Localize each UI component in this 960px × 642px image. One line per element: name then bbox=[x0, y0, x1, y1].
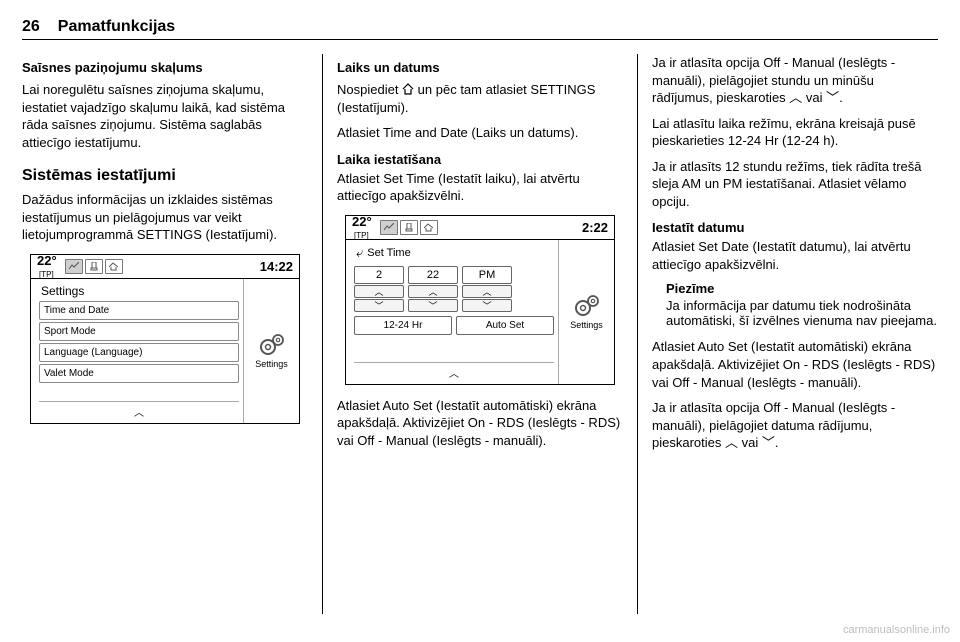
list-item[interactable]: Language (Language) bbox=[39, 343, 239, 362]
col3-para-6: Ja ir atlasīta opcija Off - Manual (Iesl… bbox=[652, 399, 938, 452]
shot1-topbar: 22° [TP] 14:22 bbox=[31, 255, 299, 279]
ampm-up[interactable]: ︿ bbox=[462, 285, 512, 298]
page-header: 26 Pamatfunkcijas bbox=[22, 18, 938, 40]
col3-para-2: Lai atlasītu laika režīmu, ekrāna kreisa… bbox=[652, 115, 938, 150]
minute-up[interactable]: ︿ bbox=[408, 285, 458, 298]
col3-p1-b: . bbox=[839, 90, 843, 105]
settings-icon-button[interactable]: Settings bbox=[570, 294, 603, 330]
shot2-chevron-up[interactable]: ︿ bbox=[354, 362, 554, 382]
col3-para-1: Ja ir atlasīta opcija Off - Manual (Iesl… bbox=[652, 54, 938, 107]
shot2-left: ⤶ Set Time 2 ︿ ﹀ bbox=[346, 240, 558, 384]
tab-icon-3[interactable] bbox=[420, 220, 438, 235]
shot1-top-icons bbox=[65, 259, 123, 274]
shot2-top-icons bbox=[380, 220, 438, 235]
column-3: Ja ir atlasīta opcija Off - Manual (Iesl… bbox=[638, 54, 938, 614]
tab-icon-2[interactable] bbox=[85, 259, 103, 274]
hour-value: 2 bbox=[354, 266, 404, 284]
col1-para-2: Dažādus informācijas un izklaides sistēm… bbox=[22, 191, 308, 244]
gear-icon bbox=[258, 333, 286, 357]
tab-icon-2[interactable] bbox=[400, 220, 418, 235]
col3-p1-mid: vai bbox=[802, 90, 826, 105]
ampm-down[interactable]: ﹀ bbox=[462, 299, 512, 312]
gear-icon bbox=[573, 294, 601, 318]
tab-icon-1[interactable] bbox=[65, 259, 83, 274]
note-block: Piezīme Ja informācija par datumu tiek n… bbox=[652, 281, 938, 328]
shot1-title: Settings bbox=[41, 284, 239, 298]
list-item[interactable]: Time and Date bbox=[39, 301, 239, 320]
spinner-row: 2 ︿ ﹀ 22 ︿ ﹀ bbox=[354, 266, 554, 312]
set-time-title-row: ⤶ Set Time bbox=[356, 245, 554, 261]
col2-heading-1: Laiks un datums bbox=[337, 60, 623, 75]
hour-down[interactable]: ﹀ bbox=[354, 299, 404, 312]
shot1-right: Settings bbox=[243, 279, 299, 423]
ampm-spinner: PM ︿ ﹀ bbox=[462, 266, 512, 312]
shot2-topbar: 22° [TP] 2:22 bbox=[346, 216, 614, 240]
watermark: carmanualsonline.info bbox=[843, 624, 950, 636]
minute-spinner: 22 ︿ ﹀ bbox=[408, 266, 458, 312]
col3-para-4: Atlasiet Set Date (Iestatīt datumu), lai… bbox=[652, 238, 938, 273]
col3-p6-b: . bbox=[775, 435, 779, 450]
column-2: Laiks un datums Nospiediet un pēc tam at… bbox=[323, 54, 637, 614]
col2-para-1: Nospiediet un pēc tam atlasiet SETTINGS … bbox=[337, 81, 623, 116]
shot1-temp: 22° bbox=[37, 253, 57, 268]
col3-heading-1: Iestatīt datumu bbox=[652, 220, 938, 235]
back-icon[interactable]: ⤶ bbox=[356, 245, 363, 261]
note-body: Ja informācija par datumu tiek nodrošinā… bbox=[666, 298, 938, 328]
shot2-right: Settings bbox=[558, 240, 614, 384]
col2-subheading-1: Laika iestatīšana bbox=[337, 152, 623, 167]
format-12-24[interactable]: 12-24 Hr bbox=[354, 316, 452, 335]
screenshot-settings: 22° [TP] 14:22 bbox=[30, 254, 300, 424]
list-item[interactable]: Sport Mode bbox=[39, 322, 239, 341]
shot1-left: Settings Time and Date Sport Mode Langua… bbox=[31, 279, 243, 423]
page-number: 26 bbox=[22, 18, 40, 36]
chevron-down-icon: ﹀ bbox=[826, 89, 839, 107]
shot1-clock: 14:22 bbox=[260, 259, 293, 274]
col1-para-1: Lai noregulētu saīsnes ziņojuma skaļumu,… bbox=[22, 81, 308, 151]
tab-icon-1[interactable] bbox=[380, 220, 398, 235]
shot2-clock: 2:22 bbox=[582, 220, 608, 235]
page: 26 Pamatfunkcijas Saīsnes paziņojumu ska… bbox=[0, 0, 960, 642]
col2-para-4: Atlasiet Auto Set (Iestatīt automātiski)… bbox=[337, 397, 623, 450]
home-icon bbox=[402, 83, 414, 95]
shot1-list: Time and Date Sport Mode Language (Langu… bbox=[39, 301, 239, 383]
col2-para-2: Atlasiet Time and Date (Laiks un datums)… bbox=[337, 124, 623, 142]
chevron-down-icon: ﹀ bbox=[762, 434, 775, 452]
col3-para-3: Ja ir atlasīts 12 stundu režīms, tiek rā… bbox=[652, 158, 938, 211]
minute-value: 22 bbox=[408, 266, 458, 284]
shot2-temp: 22° bbox=[352, 214, 372, 229]
settings-icon-button[interactable]: Settings bbox=[255, 333, 288, 369]
col2-para-3: Atlasiet Set Time (Iestatīt laiku), lai … bbox=[337, 170, 623, 205]
shot1-settings-label: Settings bbox=[255, 359, 288, 369]
ampm-value: PM bbox=[462, 266, 512, 284]
list-item[interactable]: Valet Mode bbox=[39, 364, 239, 383]
tab-icon-3[interactable] bbox=[105, 259, 123, 274]
auto-set-button[interactable]: Auto Set bbox=[456, 316, 554, 335]
col1-heading-1: Saīsnes paziņojumu skaļums bbox=[22, 60, 308, 75]
hour-spinner: 2 ︿ ﹀ bbox=[354, 266, 404, 312]
hour-up[interactable]: ︿ bbox=[354, 285, 404, 298]
col3-p6-mid: vai bbox=[738, 435, 762, 450]
shot1-chevron-up[interactable]: ︿ bbox=[39, 401, 239, 421]
col3-p1-a: Ja ir atlasīta opcija Off - Manual (Iesl… bbox=[652, 55, 895, 105]
columns: Saīsnes paziņojumu skaļums Lai noregulēt… bbox=[22, 54, 938, 614]
note-title: Piezīme bbox=[666, 281, 938, 296]
shot1-body: Settings Time and Date Sport Mode Langua… bbox=[31, 279, 299, 423]
section-title: Pamatfunkcijas bbox=[58, 18, 175, 36]
chevron-up-icon: ︿ bbox=[725, 434, 738, 452]
format-row: 12-24 Hr Auto Set bbox=[354, 316, 554, 335]
col2-p1-a: Nospiediet bbox=[337, 82, 402, 97]
col1-heading-2: Sistēmas iestatījumi bbox=[22, 167, 308, 185]
chevron-up-icon: ︿ bbox=[789, 89, 802, 107]
col3-para-5: Atlasiet Auto Set (Iestatīt automātiski)… bbox=[652, 338, 938, 391]
set-time-label: Set Time bbox=[367, 247, 410, 259]
shot2-settings-label: Settings bbox=[570, 320, 603, 330]
shot2-body: ⤶ Set Time 2 ︿ ﹀ bbox=[346, 240, 614, 384]
minute-down[interactable]: ﹀ bbox=[408, 299, 458, 312]
shot1-temp-block: 22° [TP] bbox=[37, 253, 57, 279]
screenshot-set-time: 22° [TP] 2:22 bbox=[345, 215, 615, 385]
shot2-temp-block: 22° [TP] bbox=[352, 214, 372, 240]
column-1: Saīsnes paziņojumu skaļums Lai noregulēt… bbox=[22, 54, 322, 614]
